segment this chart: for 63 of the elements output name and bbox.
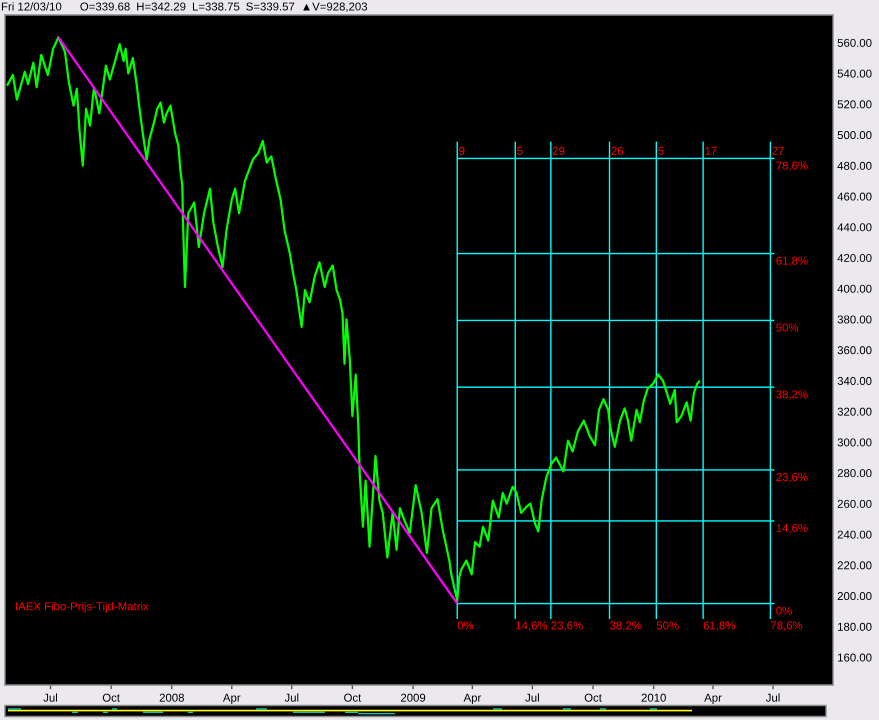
x-tick-label: Oct <box>344 694 362 702</box>
text: S=339.57 <box>246 2 294 11</box>
annotation: 29 <box>552 146 564 155</box>
text: O=339.68 <box>80 2 130 11</box>
y-tick-label: 360.00 <box>838 346 872 354</box>
y-tick-label: 380.00 <box>838 315 872 324</box>
y-tick-label: 500.00 <box>838 131 872 140</box>
x-tick-label: 2009 <box>400 694 426 702</box>
x-tick-label: Jul <box>43 693 58 702</box>
ref-line-label: 61,8% <box>776 256 808 266</box>
y-tick-label: 260.00 <box>838 500 872 508</box>
ref-line-label: 23,6% <box>551 621 583 631</box>
annotation: 27 <box>772 146 784 155</box>
text: H=342.29 <box>137 2 186 11</box>
ref-line-label: 38,2% <box>610 621 642 631</box>
x-tick-label: Apr <box>704 694 722 704</box>
text: Fri 12/03/10 <box>2 2 62 11</box>
ref-line-label: 61,8% <box>704 621 736 631</box>
x-tick-label: Apr <box>222 694 240 704</box>
y-tick-label: 540.00 <box>838 70 872 78</box>
y-tick-label: 200.00 <box>838 592 872 600</box>
annotation: 5 <box>517 146 522 155</box>
x-tick-label: Oct <box>584 694 602 702</box>
y-tick-label: 420.00 <box>837 254 872 262</box>
ref-line-label: 78,6% <box>770 621 802 631</box>
x-tick-label: Jul <box>284 693 298 702</box>
y-tick-label: 240.00 <box>838 530 872 539</box>
text: L=338.75 <box>192 2 240 11</box>
y-tick-label: 180.00 <box>838 622 872 631</box>
ref-line-label: 14,6% <box>516 621 548 631</box>
y-tick-label: 300.00 <box>838 438 872 446</box>
x-tick-label: 2010 <box>642 694 666 702</box>
ref-line-label: 50% <box>656 621 679 630</box>
annotation: 26 <box>611 146 624 155</box>
ref-line-label: 14,6% <box>776 524 808 534</box>
ref-line-label: 50% <box>776 323 798 332</box>
x-tick-label: 2008 <box>160 694 184 702</box>
y-tick-label: 160.00 <box>838 654 872 662</box>
y-tick-label: 460.00 <box>837 192 872 201</box>
y-tick-label: 280.00 <box>838 469 872 478</box>
y-tick-label: 220.00 <box>838 561 872 570</box>
ref-line-label: 0% <box>458 621 474 630</box>
x-tick-label: Oct <box>102 694 120 702</box>
y-tick-label: 400.00 <box>837 284 872 293</box>
text: IAEX Fibo-Prijs-Tijd-Matrix <box>16 602 149 613</box>
ref-line-label: 23,6% <box>776 472 808 482</box>
annotation: 9 <box>459 146 464 155</box>
y-tick-label: 520.00 <box>838 100 872 108</box>
ref-line-label: 0% <box>776 606 792 615</box>
y-tick-label: 480.00 <box>837 162 872 170</box>
y-tick-label: 320.00 <box>838 408 872 416</box>
line-series <box>6 36 701 602</box>
text: ▲V=928,203 <box>303 2 368 12</box>
y-tick-label: 340.00 <box>838 376 872 385</box>
annotation: 5 <box>658 146 664 155</box>
x-tick-label: Apr <box>464 694 482 704</box>
x-tick-label: Jul <box>525 693 539 702</box>
annotation: 17 <box>705 146 717 155</box>
ref-line-label: 78,6% <box>776 162 808 171</box>
y-tick-label: 560.00 <box>838 38 872 47</box>
x-tick-label: Jul <box>766 693 780 702</box>
ref-line-label: 38,2% <box>776 390 808 400</box>
y-tick-label: 440.00 <box>837 223 872 232</box>
